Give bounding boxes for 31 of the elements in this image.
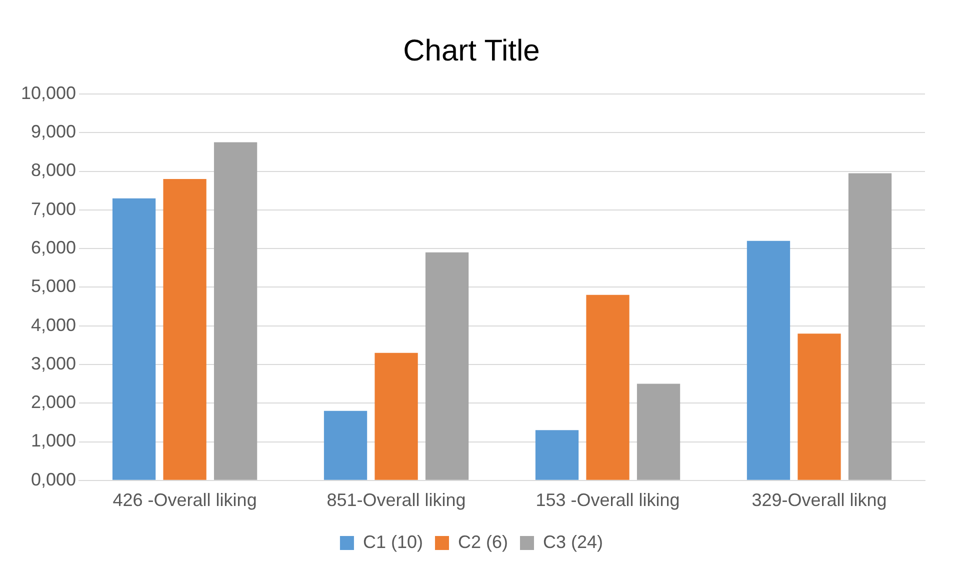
y-tick-label: 4,000 <box>31 314 76 335</box>
y-tick-label: 1,000 <box>31 430 76 451</box>
bar <box>798 334 841 480</box>
x-tick-label: 153 -Overall liking <box>536 490 680 510</box>
legend-label: C2 (6) <box>458 532 508 552</box>
y-tick-label: 9,000 <box>31 122 76 142</box>
y-tick-label: 2,000 <box>31 392 76 412</box>
chart-title: Chart Title <box>403 34 540 68</box>
y-tick-label: 0,000 <box>31 469 76 490</box>
y-tick-label: 5,000 <box>31 276 76 296</box>
bar <box>586 294 630 480</box>
bar <box>636 384 680 480</box>
bar <box>163 179 206 480</box>
bar <box>214 142 258 480</box>
y-tick-label: 6,000 <box>31 238 76 258</box>
bar <box>425 252 469 480</box>
x-tick-label: 329-Overall likng <box>752 490 887 510</box>
bar <box>112 198 156 480</box>
x-tick-label: 426 -Overall liking <box>112 490 257 510</box>
y-tick-label: 8,000 <box>31 160 76 180</box>
bar <box>746 240 790 480</box>
y-tick-label: 10,000 <box>20 82 76 103</box>
bar <box>324 410 368 480</box>
y-tick-label: 7,000 <box>31 198 76 219</box>
bar <box>848 173 892 480</box>
y-tick-label: 3,000 <box>31 353 76 374</box>
legend-label: C3 (24) <box>543 532 604 552</box>
x-tick-label: 851-Overall liking <box>326 490 466 510</box>
bar <box>535 430 579 480</box>
legend-label: C1 (10) <box>362 532 424 552</box>
bar <box>374 352 418 480</box>
